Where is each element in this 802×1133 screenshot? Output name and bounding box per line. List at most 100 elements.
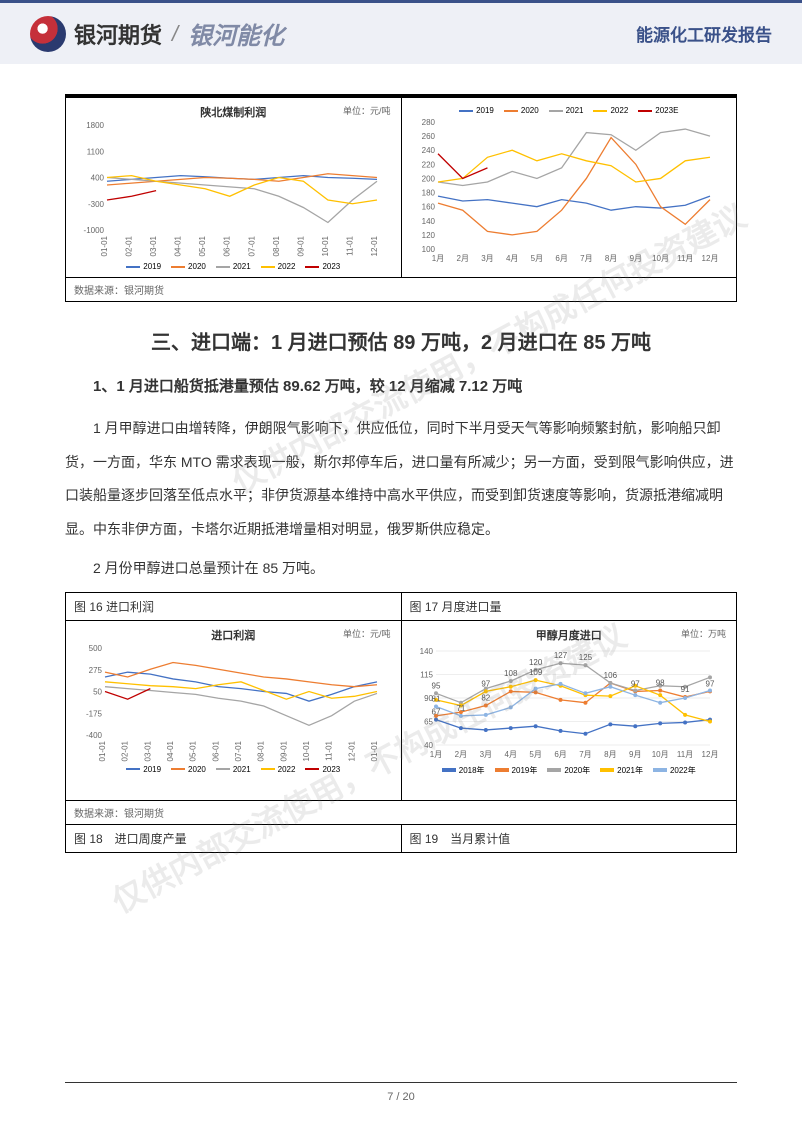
chart-import-profit: 进口利润 单位：元/吨 -400-1755027550001-0102-0103… [66,620,401,800]
svg-text:12月: 12月 [701,254,717,263]
svg-text:06-01: 06-01 [223,235,232,256]
line-chart: -1000 -300 400 1100 1800 01-01 02-01 03-01 04-01… [72,120,382,260]
svg-text:11-01: 11-01 [345,235,354,255]
svg-text:11月: 11月 [676,750,692,759]
brand-separator: / [172,21,178,47]
page-header: 银河期货 / 银河能化 能源化工研发报告 [0,0,802,64]
chart-label: 图 17 月度进口量 [401,593,737,620]
svg-text:02-01: 02-01 [125,235,134,256]
svg-text:11月: 11月 [677,254,693,263]
svg-text:5月: 5月 [529,750,541,759]
svg-text:3月: 3月 [479,750,491,759]
svg-text:98: 98 [655,678,664,687]
svg-text:71: 71 [456,704,465,713]
chart-legend: 20192020202120222023E [408,106,731,115]
svg-text:140: 140 [421,217,435,226]
svg-text:106: 106 [603,671,617,680]
chart-label-row: 图 16 进口利润 图 17 月度进口量 [65,592,737,620]
svg-text:04-01: 04-01 [166,740,175,761]
paragraph: 1 月甲醇进口由增转降，伊朗限气影响下，供应低位，同时下半月受天气等影响频繁封航… [65,412,737,546]
svg-text:9月: 9月 [629,254,641,263]
svg-text:04-01: 04-01 [174,235,183,256]
svg-text:4月: 4月 [505,254,517,263]
svg-text:3月: 3月 [481,254,493,263]
svg-text:02-01: 02-01 [121,740,130,761]
chart-legend: 20192020202120222023 [72,765,395,774]
chart-legend: 2018年2019年2020年2021年2022年 [408,765,731,776]
svg-text:-1000: -1000 [84,226,105,235]
svg-text:10-01: 10-01 [302,740,311,761]
svg-text:08-01: 08-01 [257,740,266,761]
svg-text:8月: 8月 [604,254,616,263]
svg-text:1800: 1800 [86,121,104,130]
svg-text:10月: 10月 [652,254,669,263]
chart-legend: 20192020202120222023 [72,262,395,271]
svg-text:09-01: 09-01 [279,740,288,761]
svg-text:50: 50 [93,687,102,696]
svg-text:6月: 6月 [555,254,567,263]
svg-text:400: 400 [91,174,105,183]
chart-row-bottom: 进口利润 单位：元/吨 -400-1755027550001-0102-0103… [65,620,737,800]
chart-monthly-import: 甲醇月度进口 单位：万吨 4065901151401月2月3月4月5月6月7月8… [401,620,737,800]
svg-text:9月: 9月 [629,750,641,759]
svg-text:2月: 2月 [456,254,468,263]
svg-text:1月: 1月 [431,254,443,263]
svg-text:03-01: 03-01 [149,235,158,256]
svg-text:160: 160 [421,203,435,212]
svg-text:67: 67 [431,708,440,717]
svg-text:180: 180 [421,189,435,198]
svg-text:8月: 8月 [604,750,616,759]
svg-text:260: 260 [421,132,435,141]
svg-text:05-01: 05-01 [198,235,207,256]
svg-text:97: 97 [705,679,714,688]
chart-row-top: 陕北煤制利润 单位：元/吨 -1000-3004001100180001-010… [65,94,737,277]
svg-text:115: 115 [420,670,433,679]
chart-label-row: 图 18 进口周度产量 图 19 当月累计值 [65,824,737,853]
svg-text:120: 120 [528,658,542,667]
svg-text:65: 65 [424,717,433,726]
svg-text:08-01: 08-01 [272,235,281,256]
svg-text:-300: -300 [88,200,105,209]
svg-text:07-01: 07-01 [234,740,243,761]
svg-text:1月: 1月 [429,750,441,759]
svg-text:1100: 1100 [87,147,105,156]
svg-text:2月: 2月 [454,750,466,759]
svg-text:7月: 7月 [579,750,591,759]
svg-text:12-01: 12-01 [370,235,379,256]
svg-text:97: 97 [630,679,639,688]
svg-text:95: 95 [431,681,440,690]
line-chart: 4065901151401月2月3月4月5月6月7月8月9月10月11月12月9… [408,643,718,763]
svg-text:01-01: 01-01 [100,235,109,256]
chart-label: 图 18 进口周度产量 [66,825,401,852]
svg-text:7月: 7月 [580,254,592,263]
paragraph: 2 月份甲醇进口总量预计在 85 万吨。 [65,552,737,586]
report-title: 能源化工研发报告 [636,21,772,46]
svg-text:100: 100 [421,245,435,254]
svg-text:40: 40 [424,741,433,750]
svg-text:108: 108 [504,669,518,678]
chart-coal-profit: 陕北煤制利润 单位：元/吨 -1000-3004001100180001-010… [66,94,401,277]
chart-label: 图 16 进口利润 [66,593,401,620]
chart-label: 图 19 当月累计值 [401,825,737,852]
brand-sub: 银河能化 [188,16,284,51]
svg-text:120: 120 [421,231,435,240]
svg-text:01-01: 01-01 [370,740,379,761]
svg-text:09-01: 09-01 [296,235,305,256]
chart-unit: 单位：元/吨 [343,104,391,117]
svg-text:01-01: 01-01 [98,740,107,761]
svg-text:200: 200 [421,174,435,183]
svg-text:81: 81 [431,694,440,703]
svg-text:07-01: 07-01 [247,235,256,256]
chart-unit: 单位：元/吨 [343,627,391,640]
page-footer: 7 / 20 [0,1082,802,1103]
svg-text:10月: 10月 [651,750,668,759]
svg-text:140: 140 [419,647,433,656]
svg-text:6月: 6月 [554,750,566,759]
svg-text:109: 109 [528,668,542,677]
svg-text:275: 275 [89,666,103,675]
sub-title: 1、1 月进口船货抵港量预估 89.62 万吨，较 12 月缩减 7.12 万吨 [65,375,737,396]
page-content: 仅供内部交流使用，不构成任何投资建议 仅供内部交流使用，不构成任何投资建议 陕北… [0,64,802,853]
brand-main: 银河期货 [74,18,162,50]
svg-text:125: 125 [578,653,592,662]
svg-text:-175: -175 [86,709,103,718]
